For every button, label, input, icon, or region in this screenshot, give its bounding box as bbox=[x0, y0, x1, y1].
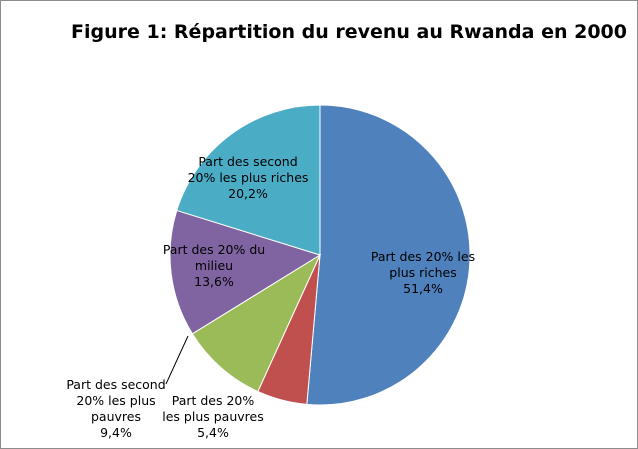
slice-second-richest bbox=[176, 104, 321, 256]
leader-line bbox=[165, 335, 189, 385]
slice-label-middle: Part des 20% du milieu 13,6% bbox=[162, 242, 266, 289]
slice-label-poorest: Part des 20% les plus pauvres 5,4% bbox=[162, 393, 264, 440]
chart-title: Figure 1: Répartition du revenu au Rwand… bbox=[71, 21, 627, 43]
slice-label-second-poorest: Part des second 20% les plus pauvres 9,4… bbox=[66, 377, 166, 440]
slice-middle bbox=[169, 209, 322, 335]
slice-label-second-richest: Part des second 20% les plus riches 20,2… bbox=[187, 154, 309, 201]
slice-second-poorest bbox=[191, 253, 322, 393]
slice-richest bbox=[306, 104, 471, 406]
slice-label-richest: Part des 20% les plus riches 51,4% bbox=[370, 249, 476, 296]
